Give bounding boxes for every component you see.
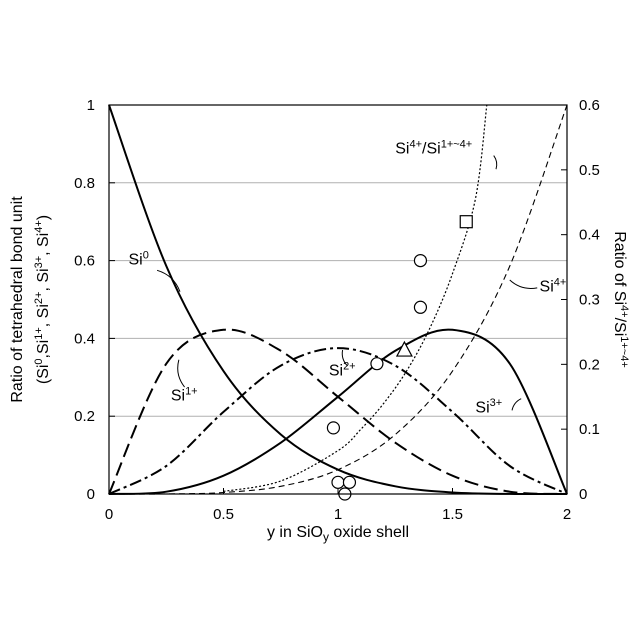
- series-labels: Si0Si1+Si2+Si3+Si4+Si4+/Si1+~4+: [128, 139, 566, 417]
- annotation-label-3-part: Si: [475, 399, 489, 416]
- marker-circle: [371, 358, 383, 370]
- y-left-tick-label: 0.4: [74, 330, 95, 347]
- annotation-leader: [178, 360, 185, 387]
- annotation-label-3: Si3+: [475, 397, 502, 416]
- y-left-title-line2-part: 3+: [33, 256, 45, 269]
- y-left-title-line2-part: 4+: [33, 220, 45, 233]
- marker-square: [460, 216, 472, 228]
- annotation-label-3-part: 3+: [490, 397, 503, 409]
- y-left-tick-label: 1: [87, 97, 95, 114]
- x-tick-label: 1.5: [442, 506, 463, 523]
- y-right-tick-label: 0: [579, 486, 587, 503]
- annotation-label-1: Si1+: [171, 386, 198, 405]
- marker-circle: [327, 422, 339, 434]
- annotation-label-1-part: Si: [171, 388, 185, 405]
- annotation-leader: [512, 399, 521, 411]
- y-right-tick-label: 0.5: [579, 162, 600, 179]
- curves: [109, 105, 567, 494]
- axes: [109, 105, 567, 494]
- y-left-tick-label: 0.6: [74, 253, 95, 270]
- marker-circle: [414, 301, 426, 313]
- annotation-label-5-part: 4+: [409, 139, 422, 151]
- annotation-label-5-part: Si: [395, 141, 409, 158]
- marker-circle: [332, 476, 344, 488]
- annotation-leader: [510, 280, 537, 288]
- marker-circle: [414, 255, 426, 267]
- y-right-tick-label: 0.6: [579, 97, 600, 114]
- x-tick-label: 2: [563, 506, 571, 523]
- annotation-label-2-part: 2+: [343, 360, 356, 372]
- data-markers: [327, 216, 472, 500]
- annotation-label-4-part: 4+: [554, 277, 567, 289]
- annotation-label-0-part: Si: [128, 251, 142, 268]
- annotation-label-5-part: /Si: [422, 141, 441, 158]
- annotation-label-4-part: Si: [540, 279, 554, 296]
- y-left-title-line2-part: 1+: [33, 327, 45, 340]
- annotation-label-0-part: 0: [143, 249, 149, 261]
- x-axis-title-part: oxide shell: [329, 524, 409, 541]
- y-left-title-line2-part: (Si: [35, 365, 52, 385]
- plot-frame: [109, 105, 567, 494]
- axis-titles: y in SiOy oxide shell Ratio of tetrahedra…: [9, 196, 630, 544]
- series-line-5: [224, 105, 487, 491]
- annotation-label-2-part: Si: [329, 362, 343, 379]
- x-tick-label: 1: [334, 506, 342, 523]
- y-right-tick-label: 0.3: [579, 292, 600, 309]
- series-line-4: [109, 105, 567, 494]
- y-right-title: Ratio of Si4+/Si1+~4+: [611, 231, 630, 368]
- y-right-tick-label: 0.2: [579, 356, 600, 373]
- y-left-tick-label: 0.8: [74, 175, 95, 192]
- y-left-title-line2-part: ): [35, 215, 52, 220]
- annotation-label-5: Si4+/Si1+~4+: [395, 139, 472, 158]
- annotation-label-4: Si4+: [540, 277, 567, 296]
- series-line-0: [109, 105, 567, 494]
- x-tick-label: 0.5: [213, 506, 234, 523]
- y-right-title-part: 1+~4+: [618, 336, 630, 368]
- annotation-leader: [494, 156, 497, 170]
- marker-circle: [343, 476, 355, 488]
- y-right-title-part: Ratio of Si: [611, 231, 628, 305]
- annotation-label-5-part: 1+~4+: [441, 139, 473, 151]
- y-left-title-line2-part: , Si: [35, 304, 52, 327]
- y-left-title-line2-part: ,Si: [35, 340, 52, 359]
- x-axis-title-part: y in SiO: [267, 524, 323, 541]
- x-tick-label: 0: [105, 506, 113, 523]
- annotation-label-1-part: 1+: [185, 386, 198, 398]
- y-left-title-line2-part: , Si: [35, 268, 52, 291]
- annotation-label-2: Si2+: [329, 360, 356, 379]
- y-right-tick-label: 0.1: [579, 421, 600, 438]
- x-axis-title: y in SiOy oxide shell: [267, 524, 409, 544]
- y-left-title-line1: Ratio of tetrahedral bond unit: [9, 196, 26, 403]
- annotation-label-0: Si0: [128, 249, 148, 268]
- y-left-tick-label: 0.2: [74, 408, 95, 425]
- y-left-title-line2-part: , Si: [35, 233, 52, 256]
- y-right-tick-label: 0.4: [579, 227, 600, 244]
- y-left-tick-label: 0: [87, 486, 95, 503]
- y-right-title-part: /Si: [611, 318, 628, 337]
- tick-labels: 00.511.5200.20.40.60.8100.10.20.30.40.50…: [74, 97, 600, 523]
- y-left-title-line2: (Si0,Si1+, Si2+, Si3+, Si4+): [33, 215, 52, 384]
- y-left-title-line2-part: 2+: [33, 292, 45, 305]
- y-right-title-part: 4+: [618, 305, 630, 318]
